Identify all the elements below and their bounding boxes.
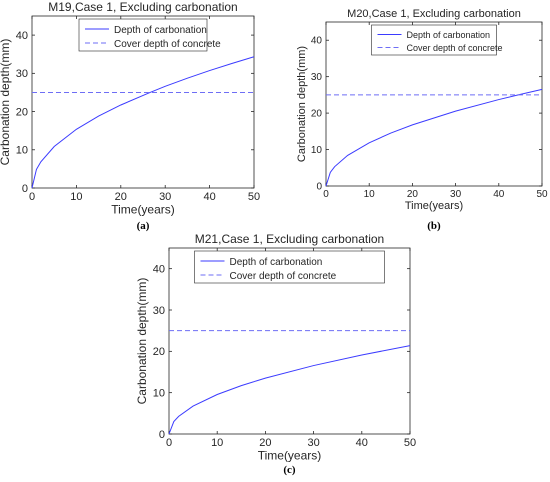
panel-2: M20,Case 1, Excluding carbonation 0 10 20 30… xyxy=(296,8,548,232)
y-tick-label: 0 xyxy=(159,429,165,441)
x-tick-label: 40 xyxy=(356,437,368,449)
panel-label: (c) xyxy=(283,464,296,476)
x-tick-label: 0 xyxy=(323,189,329,200)
panel-1: M19,Case 1, Excluding carbonation 0 10 20 30… xyxy=(0,0,260,232)
y-tick-label: 0 xyxy=(316,182,322,193)
chart-title: M21,Case 1, Excluding carbonation xyxy=(195,232,384,246)
legend-label: Cover depth of concrete xyxy=(407,43,503,53)
legend-label: Depth of carbonation xyxy=(114,25,207,36)
y-tick-label: 40 xyxy=(311,36,323,47)
x-tick-label: 30 xyxy=(450,189,462,200)
y-tick-label: 30 xyxy=(311,72,323,83)
x-tick-label: 0 xyxy=(29,191,35,203)
panel-label: (b) xyxy=(427,220,441,232)
legend-label: Depth of carbonation xyxy=(407,30,491,40)
y-axis-label: Carbonation depth(mm) xyxy=(135,278,149,405)
x-tick-label: 10 xyxy=(364,189,376,200)
x-tick-label: 30 xyxy=(159,191,171,203)
panel-3: M21,Case 1, Excluding carbonation 0 10 20 30… xyxy=(135,232,416,476)
series-line-carbonation-depth xyxy=(168,345,411,435)
legend-box xyxy=(194,250,385,284)
y-axis-label: Carbonation depth(mm) xyxy=(0,39,12,166)
series-line-carbonation-depth xyxy=(31,56,255,189)
y-tick-label: 30 xyxy=(153,305,165,317)
y-tick-label: 10 xyxy=(16,145,28,157)
x-tick-label: 20 xyxy=(115,191,127,203)
chart-title: M20,Case 1, Excluding carbonation xyxy=(347,8,521,20)
y-tick-label: 20 xyxy=(311,109,323,120)
x-axis-label: Time(years) xyxy=(111,202,175,216)
legend-box xyxy=(78,18,208,52)
legend-label: Cover depth of concrete xyxy=(230,271,337,282)
x-axis-label: Time(years) xyxy=(258,448,322,462)
x-tick-label: 10 xyxy=(70,191,82,203)
y-axis-label: Carbonation depth(mm) xyxy=(296,46,308,162)
y-tick-label: 40 xyxy=(153,264,165,276)
x-tick-label: 50 xyxy=(248,191,260,203)
x-tick-label: 20 xyxy=(407,189,419,200)
x-tick-label: 40 xyxy=(203,191,215,203)
x-tick-label: 10 xyxy=(211,437,223,449)
x-tick-label: 20 xyxy=(259,437,271,449)
x-tick-label: 30 xyxy=(307,437,319,449)
legend-label: Cover depth of concrete xyxy=(114,39,221,50)
y-tick-label: 20 xyxy=(153,346,165,358)
x-tick-label: 50 xyxy=(536,189,548,200)
y-tick-label: 20 xyxy=(16,106,28,118)
x-tick-label: 0 xyxy=(166,437,172,449)
x-tick-label: 40 xyxy=(493,189,505,200)
panel-label: (a) xyxy=(137,220,150,232)
legend-label: Depth of carbonation xyxy=(230,257,323,268)
y-tick-label: 30 xyxy=(16,68,28,80)
x-tick-label: 50 xyxy=(404,437,416,449)
legend-box xyxy=(371,24,497,56)
y-tick-label: 10 xyxy=(153,388,165,400)
x-axis-label: Time(years) xyxy=(405,200,463,212)
y-tick-label: 10 xyxy=(311,145,323,156)
y-tick-label: 40 xyxy=(16,30,28,42)
chart-title: M19,Case 1, Excluding carbonation xyxy=(48,0,237,14)
y-tick-label: 0 xyxy=(22,183,28,195)
series-line-carbonation-depth xyxy=(325,88,543,187)
